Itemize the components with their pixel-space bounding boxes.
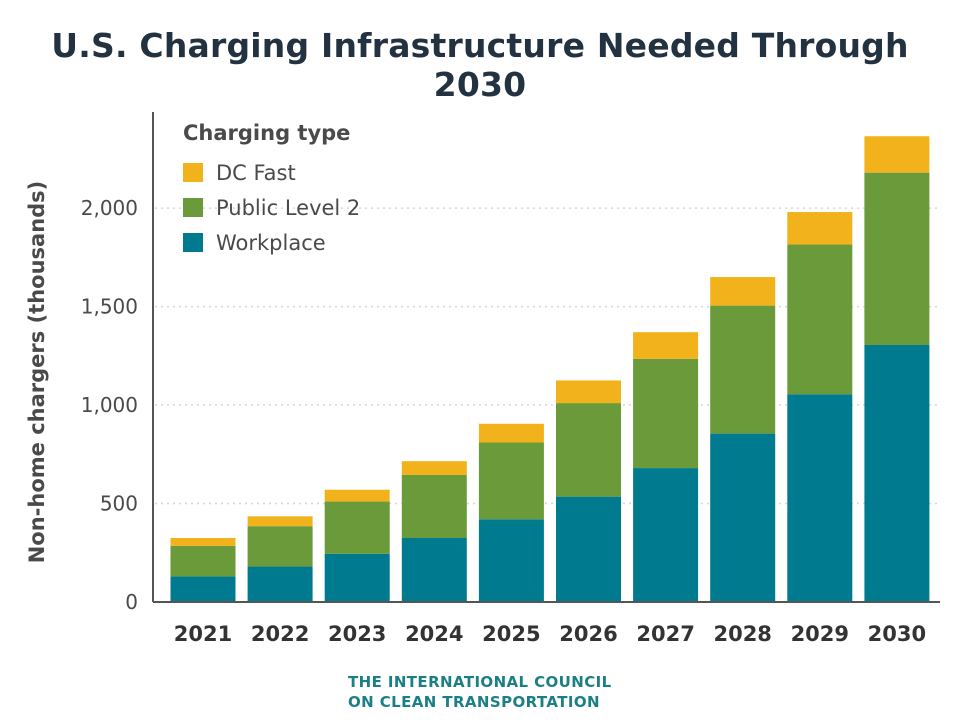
bar-workplace-2028 <box>710 433 776 602</box>
x-tick-label: 2026 <box>559 622 617 646</box>
source-line-2: ON CLEAN TRANSPORTATION <box>348 693 600 711</box>
x-tick-label: 2027 <box>636 622 694 646</box>
bar-public-level-2-2027 <box>633 358 699 469</box>
y-axis-label: Non-home chargers (thousands) <box>25 181 49 564</box>
x-tick-label: 2023 <box>328 622 386 646</box>
x-tick-label: 2024 <box>405 622 463 646</box>
bar-workplace-2024 <box>401 537 467 602</box>
source-line-1: THE INTERNATIONAL COUNCIL <box>348 673 612 691</box>
bar-dc-fast-2029 <box>787 212 853 245</box>
legend-swatch-public-level-2 <box>183 198 203 217</box>
bar-dc-fast-2025 <box>478 423 544 443</box>
legend-label-dc-fast: DC Fast <box>216 161 296 185</box>
bar-public-level-2-2028 <box>710 305 776 434</box>
bar-dc-fast-2026 <box>556 380 621 404</box>
bar-public-level-2-2025 <box>478 442 544 520</box>
bar-dc-fast-2028 <box>710 277 776 306</box>
y-tick-label: 500 <box>100 492 138 516</box>
bar-workplace-2023 <box>324 553 390 602</box>
bar-public-level-2-2021 <box>170 545 236 577</box>
bar-workplace-2026 <box>556 496 621 602</box>
legend-title: Charging type <box>183 121 350 145</box>
chart-title: U.S. Charging Infrastructure Needed Thro… <box>51 26 909 104</box>
x-tick-label: 2030 <box>868 622 926 646</box>
legend-label-public-level-2: Public Level 2 <box>216 196 360 220</box>
bar-workplace-2022 <box>247 566 313 602</box>
bar-dc-fast-2024 <box>401 461 467 475</box>
bar-workplace-2025 <box>478 519 544 602</box>
bar-public-level-2-2023 <box>324 501 390 554</box>
x-tick-label: 2022 <box>251 622 309 646</box>
bar-public-level-2-2026 <box>556 403 621 497</box>
x-tick-label: 2029 <box>791 622 849 646</box>
bar-public-level-2-2022 <box>247 526 313 567</box>
y-tick-label: 0 <box>125 590 138 614</box>
bar-workplace-2027 <box>633 468 699 602</box>
y-tick-label: 2,000 <box>81 196 138 220</box>
bar-public-level-2-2024 <box>401 474 467 538</box>
x-tick-label: 2025 <box>482 622 540 646</box>
legend-label-workplace: Workplace <box>216 231 326 255</box>
x-tick-label: 2021 <box>174 622 232 646</box>
bar-dc-fast-2023 <box>324 489 390 502</box>
bar-public-level-2-2029 <box>787 244 853 395</box>
bar-workplace-2029 <box>787 394 853 602</box>
y-tick-label: 1,500 <box>81 295 138 319</box>
legend-swatch-workplace <box>183 233 203 252</box>
bar-public-level-2-2030 <box>864 172 930 345</box>
bar-dc-fast-2022 <box>247 516 313 527</box>
bar-dc-fast-2021 <box>170 537 236 546</box>
source-credit: THE INTERNATIONAL COUNCIL ON CLEAN TRANS… <box>348 672 612 712</box>
legend-swatch-dc-fast <box>183 163 203 182</box>
bar-dc-fast-2027 <box>633 332 699 359</box>
bar-workplace-2021 <box>170 576 236 602</box>
bar-dc-fast-2030 <box>864 136 930 173</box>
y-tick-label: 1,000 <box>81 393 138 417</box>
x-tick-label: 2028 <box>713 622 771 646</box>
bar-workplace-2030 <box>864 344 930 602</box>
